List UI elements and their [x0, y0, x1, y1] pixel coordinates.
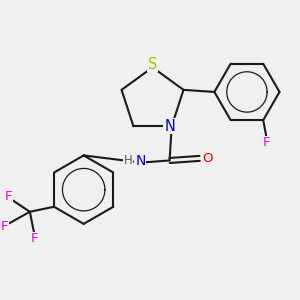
Text: F: F: [1, 220, 8, 233]
Text: F: F: [30, 232, 38, 245]
Text: N: N: [135, 154, 146, 168]
Text: N: N: [164, 119, 175, 134]
Text: F: F: [263, 136, 270, 149]
Text: O: O: [202, 152, 212, 165]
Text: H: H: [124, 154, 132, 167]
Text: S: S: [148, 56, 157, 71]
Text: F: F: [4, 190, 12, 203]
